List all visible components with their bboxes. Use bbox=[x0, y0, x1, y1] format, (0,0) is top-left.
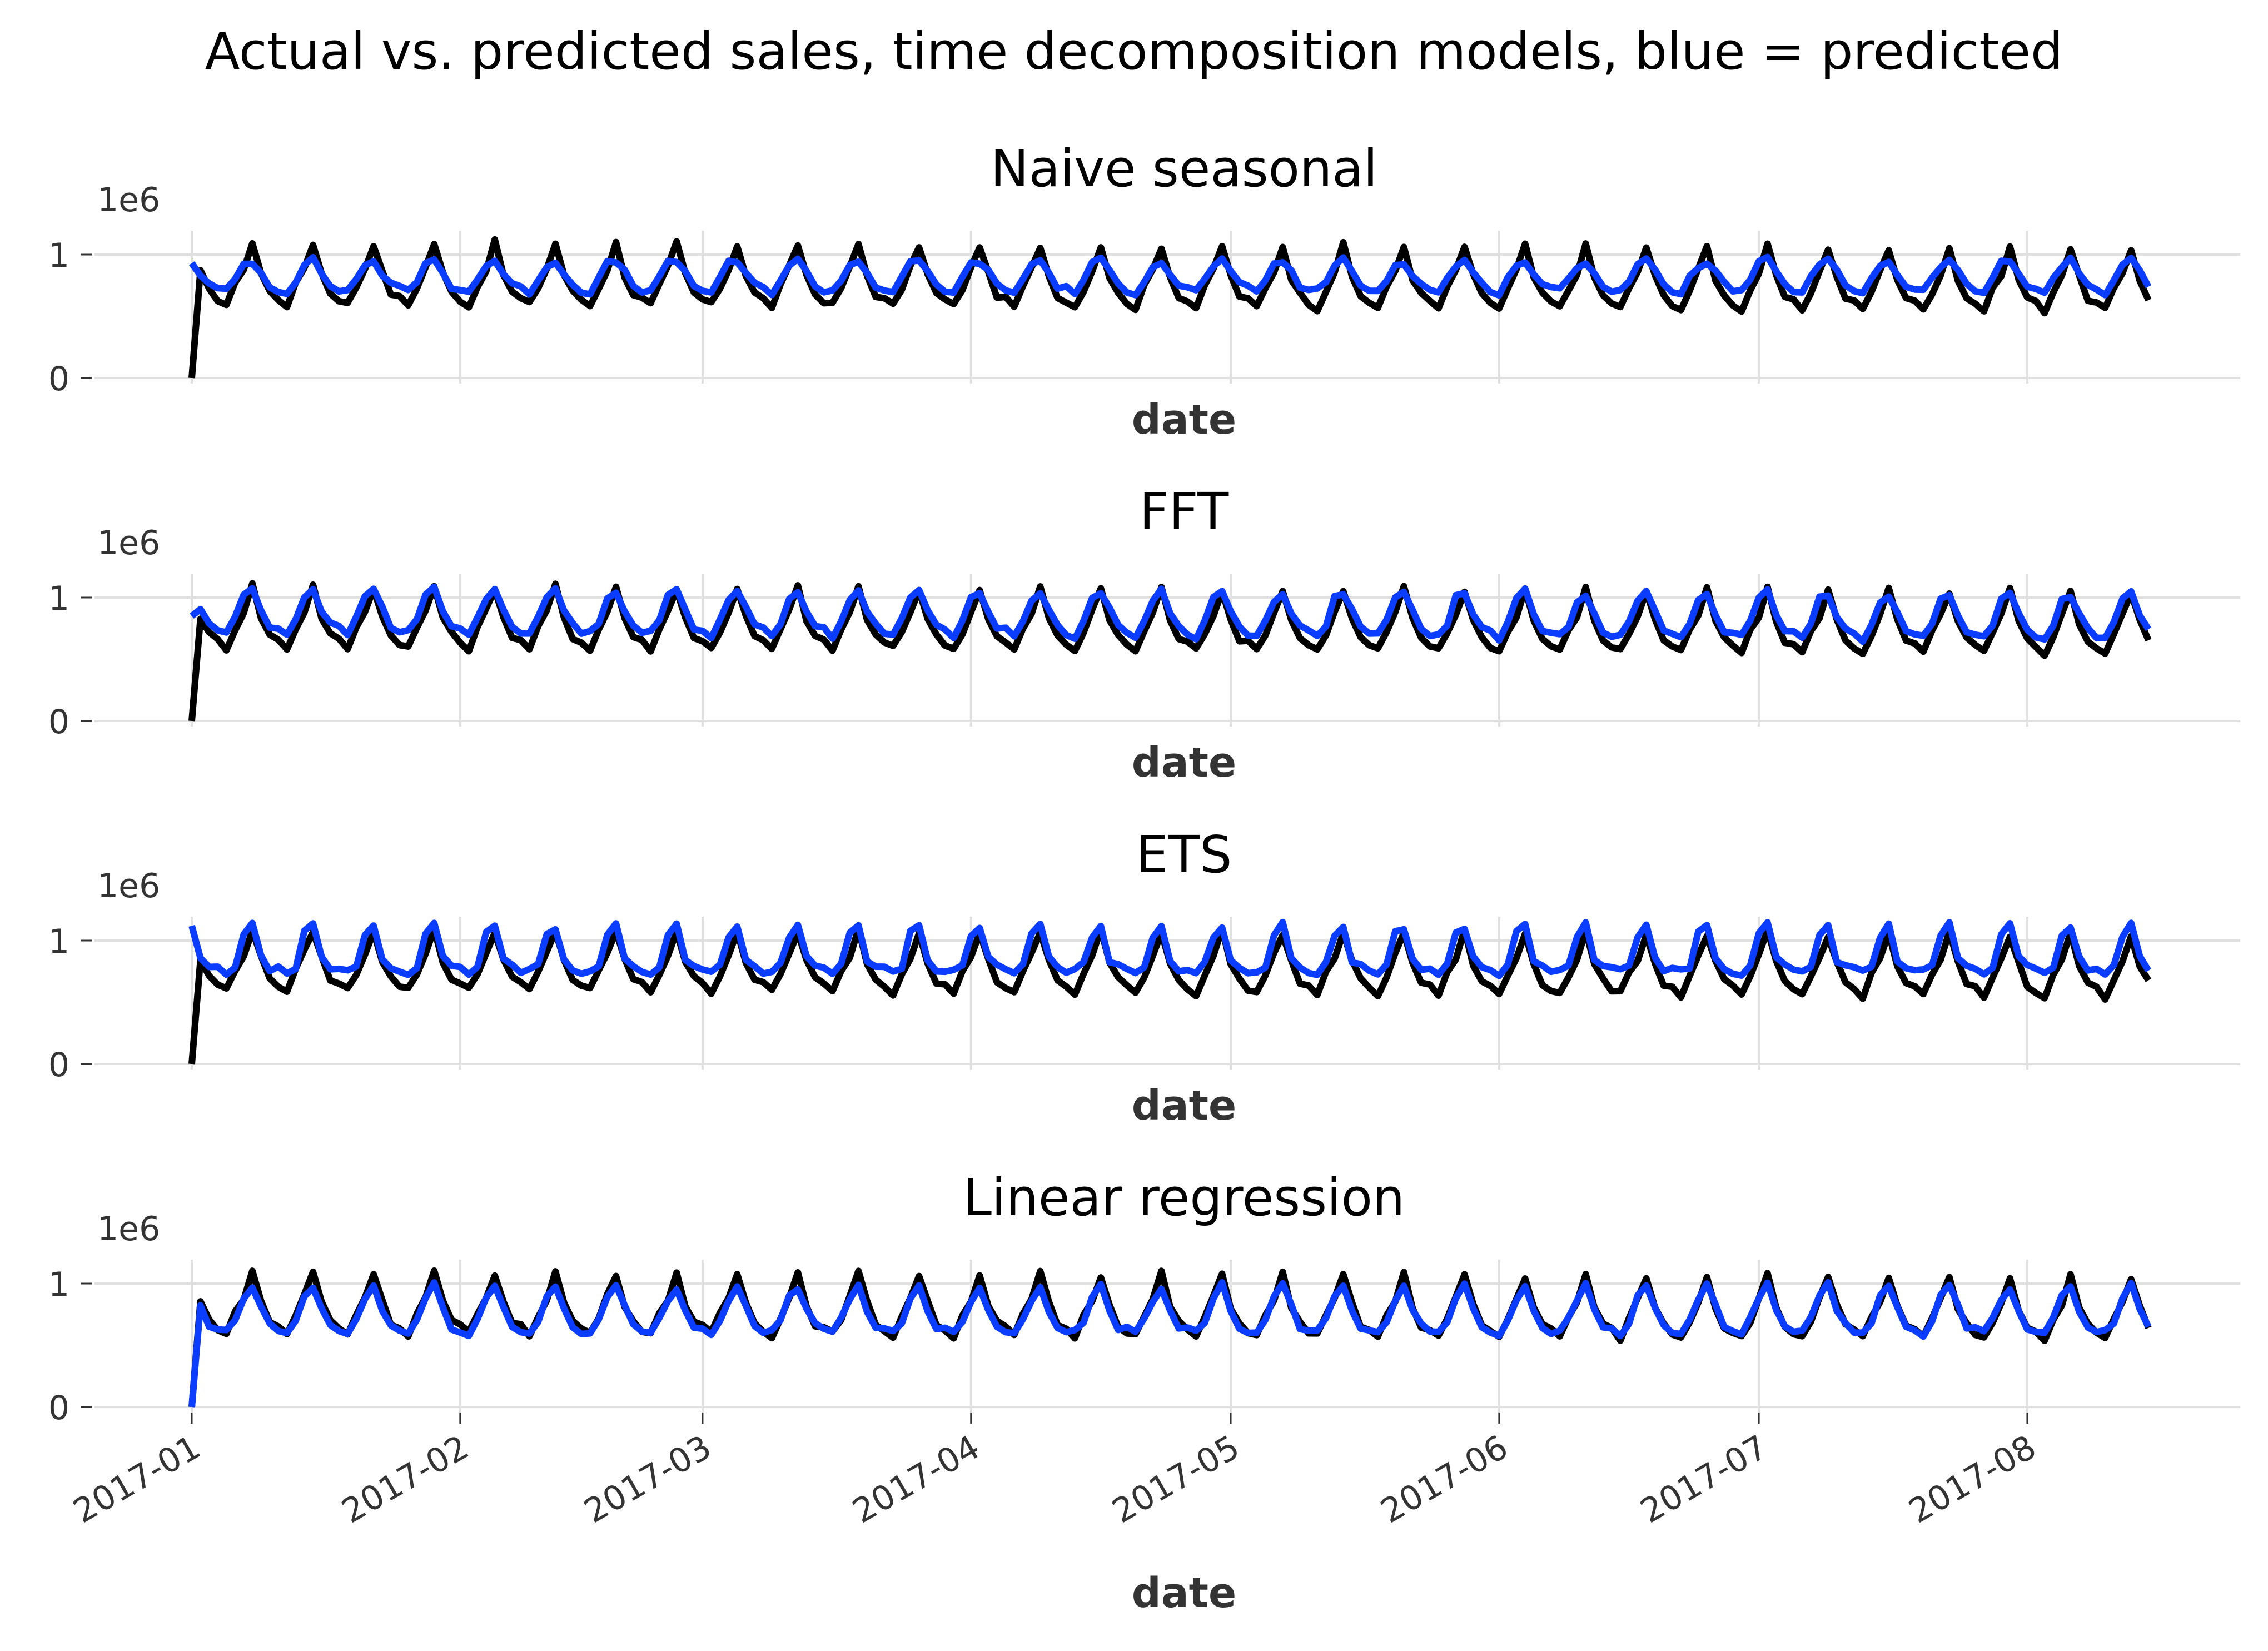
x-tick-label: 2017-07 bbox=[1634, 1428, 1774, 1531]
series-line-actual bbox=[188, 236, 2152, 379]
panel-3: ETS 0 1 1e6 date bbox=[48, 825, 2240, 1130]
x-tick-label: 2017-04 bbox=[846, 1428, 986, 1531]
panel-title: FFT bbox=[1140, 482, 1229, 541]
y-tick-label: 0 bbox=[48, 703, 69, 742]
y-tick-label: 1 bbox=[48, 1265, 69, 1304]
panel-1: Naive seasonal 0 1 1e6 date bbox=[48, 139, 2240, 444]
series-line-predicted bbox=[188, 918, 2152, 979]
y-offset-label: 1e6 bbox=[97, 1210, 160, 1249]
y-offset-label: 1e6 bbox=[97, 867, 160, 906]
panel-2: FFT 0 1 1e6 date bbox=[48, 482, 2240, 787]
x-tick-label: 2017-05 bbox=[1106, 1428, 1246, 1531]
series-line-predicted bbox=[189, 253, 2152, 299]
panel-title: ETS bbox=[1136, 825, 1232, 884]
x-axis-label: date bbox=[1132, 396, 1236, 444]
y-tick-label: 0 bbox=[48, 1389, 69, 1428]
x-tick-label: 2017-02 bbox=[335, 1428, 475, 1531]
x-tick-label: 2017-08 bbox=[1902, 1428, 2042, 1531]
y-offset-label: 1e6 bbox=[97, 524, 160, 563]
x-axis-label: date bbox=[1132, 1082, 1236, 1130]
panel-title: Naive seasonal bbox=[991, 139, 1377, 198]
x-tick-label: 2017-03 bbox=[578, 1428, 718, 1531]
y-tick-label: 1 bbox=[48, 236, 69, 275]
x-axis-label: date bbox=[1132, 739, 1236, 787]
y-tick-label: 0 bbox=[48, 1046, 69, 1085]
y-tick-label: 1 bbox=[48, 922, 69, 961]
panel-4: Linear regression 0 1 1e6 2017-01 2017-02 2017… bbox=[48, 1168, 2240, 1617]
series-line-predicted bbox=[190, 583, 2152, 645]
chart-title: Actual vs. predicted sales, time decompo… bbox=[205, 22, 2063, 81]
x-tick-label: 2017-06 bbox=[1374, 1428, 1514, 1531]
series-line-actual bbox=[188, 580, 2152, 722]
series-line-predicted bbox=[188, 1279, 2152, 1408]
y-tick-label: 1 bbox=[48, 579, 69, 618]
x-axis-label: date bbox=[1132, 1569, 1236, 1617]
series-line-actual bbox=[188, 1267, 2152, 1408]
y-offset-label: 1e6 bbox=[97, 181, 160, 220]
x-tick-label: 2017-01 bbox=[67, 1428, 207, 1531]
y-tick-label: 0 bbox=[48, 360, 69, 399]
panel-title: Linear regression bbox=[963, 1168, 1405, 1227]
